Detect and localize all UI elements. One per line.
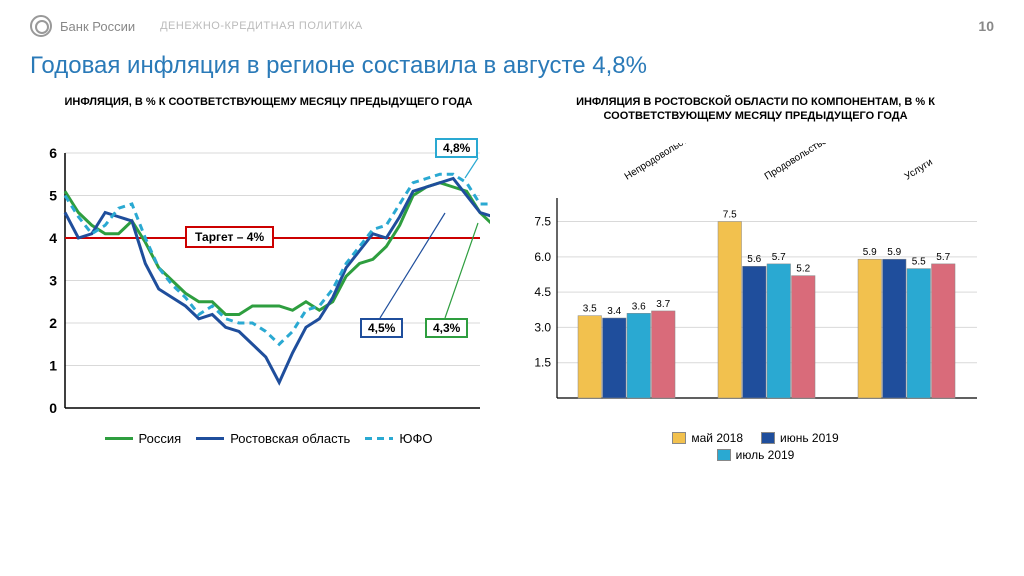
svg-text:5.9: 5.9 [887, 247, 901, 258]
bar-chart-legend: май 2018 июнь 2019 июль 2019 [517, 431, 994, 462]
legend-item: Ростовская область [196, 431, 350, 446]
svg-text:4.5: 4.5 [534, 285, 551, 299]
svg-text:3.7: 3.7 [656, 299, 670, 310]
svg-text:3: 3 [49, 273, 57, 289]
charts-container: ИНФЛЯЦИЯ, В % К СООТВЕТСТВУЮЩЕМУ МЕСЯЦУ … [0, 95, 1024, 462]
svg-text:Непродовольствен...: Непродовольствен... [623, 143, 710, 183]
svg-text:0: 0 [49, 400, 57, 416]
page-title: Годовая инфляция в регионе составила в а… [0, 47, 1024, 95]
legend-item: июнь 2019 [761, 431, 839, 445]
svg-text:3.4: 3.4 [607, 306, 621, 317]
chart-callout: 4,5% [360, 318, 403, 338]
line-chart-svg: 0 1 2 3 4 5 6 [30, 143, 490, 423]
svg-text:5: 5 [49, 188, 57, 204]
legend-item: ЮФО [365, 431, 432, 446]
svg-text:5.7: 5.7 [936, 252, 950, 263]
page-number: 10 [978, 18, 994, 34]
legend-item: Россия [105, 431, 182, 446]
svg-text:6: 6 [49, 145, 57, 161]
chart-callout: 4,8% [435, 138, 478, 158]
svg-text:5.5: 5.5 [912, 257, 926, 268]
bar-chart-title: ИНФЛЯЦИЯ В РОСТОВСКОЙ ОБЛАСТИ ПО КОМПОНЕ… [517, 95, 994, 135]
svg-text:3.5: 3.5 [583, 304, 597, 315]
bar-chart-area: ИНФЛЯЦИЯ В РОСТОВСКОЙ ОБЛАСТИ ПО КОМПОНЕ… [517, 95, 994, 462]
svg-text:Продовольственн...: Продовольственн... [763, 143, 846, 183]
svg-text:7.5: 7.5 [534, 215, 551, 229]
legend-item: май 2018 [672, 431, 743, 445]
svg-text:5.9: 5.9 [863, 247, 877, 258]
svg-text:5.6: 5.6 [747, 254, 761, 265]
svg-text:3.0: 3.0 [534, 320, 551, 334]
bank-logo-icon [30, 15, 52, 37]
svg-text:3.6: 3.6 [632, 301, 646, 312]
legend-item: июль 2019 [717, 448, 795, 462]
bar-chart-svg: 1.5 3.0 4.5 6.0 7.5 3.5 3.4 3.6 3.7 Непродовольст… [517, 143, 987, 423]
line-chart-title: ИНФЛЯЦИЯ, В % К СООТВЕТСТВУЮЩЕМУ МЕСЯЦУ … [30, 95, 507, 135]
svg-text:1.5: 1.5 [534, 356, 551, 370]
line-chart-wrapper: 0123456 Таргет – 4% 4,8%4,5%4,3% [30, 143, 507, 423]
svg-text:5.7: 5.7 [772, 252, 786, 263]
target-label: Таргет – 4% [185, 226, 274, 248]
chart-callout: 4,3% [425, 318, 468, 338]
section-title: ДЕНЕЖНО-КРЕДИТНАЯ ПОЛИТИКА [160, 20, 363, 32]
svg-text:Услуги: Услуги [903, 157, 935, 183]
svg-text:6.0: 6.0 [534, 250, 551, 264]
svg-text:2: 2 [49, 315, 57, 331]
svg-text:1: 1 [49, 358, 57, 374]
svg-text:7.5: 7.5 [723, 210, 737, 221]
svg-text:4: 4 [49, 230, 57, 246]
svg-text:5.2: 5.2 [796, 264, 810, 275]
header: Банк России ДЕНЕЖНО-КРЕДИТНАЯ ПОЛИТИКА 1… [0, 0, 1024, 47]
line-chart-legend: Россия Ростовская область ЮФО [30, 431, 507, 446]
line-chart-area: ИНФЛЯЦИЯ, В % К СООТВЕТСТВУЮЩЕМУ МЕСЯЦУ … [30, 95, 507, 462]
bank-name: Банк России [60, 19, 135, 34]
